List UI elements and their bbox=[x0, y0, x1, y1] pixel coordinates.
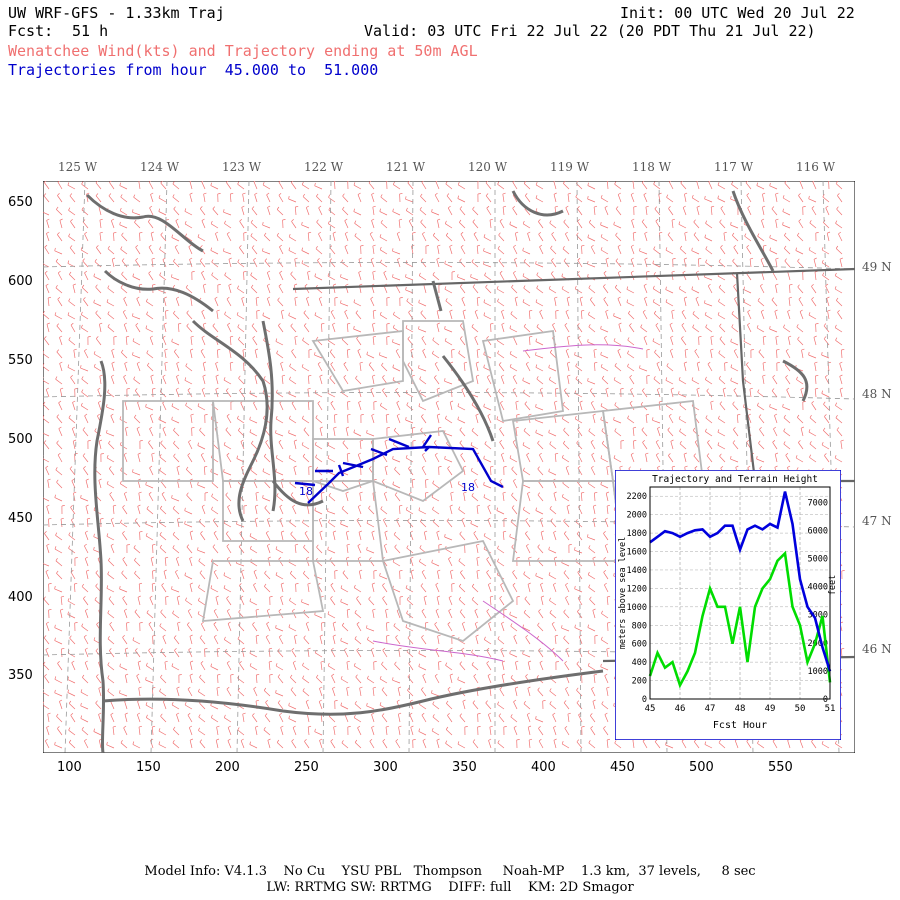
y-tick-label: 550 bbox=[8, 353, 33, 368]
inset-xlabel: Fcst Hour bbox=[713, 720, 767, 731]
x-tick-label: 200 bbox=[215, 760, 240, 775]
field-description: Wenatchee Wind(kts) and Trajectory endin… bbox=[8, 42, 478, 60]
lat-label: 46 N bbox=[862, 642, 892, 656]
x-tick-label: 500 bbox=[689, 760, 714, 775]
inset-y-tick-left: 600 bbox=[632, 640, 647, 650]
x-tick-label: 300 bbox=[373, 760, 398, 775]
lon-label: 121 W bbox=[386, 160, 426, 174]
inset-y-tick-right: 0 bbox=[823, 695, 828, 705]
inset-y-tick-left: 400 bbox=[632, 658, 647, 668]
lon-label: 125 W bbox=[58, 160, 98, 174]
inset-x-tick: 51 bbox=[825, 704, 836, 714]
inset-y-tick-left: 1800 bbox=[627, 529, 647, 539]
inset-x-tick: 49 bbox=[765, 704, 776, 714]
inset-y-tick-left: 1000 bbox=[627, 603, 647, 613]
inset-y-tick-left: 0 bbox=[642, 695, 647, 705]
lat-label: 47 N bbox=[862, 514, 892, 528]
trajectory-end-label: 18 bbox=[461, 481, 475, 494]
inset-x-tick: 45 bbox=[645, 704, 656, 714]
lon-label: 124 W bbox=[140, 160, 180, 174]
forecast-label: Fcst: bbox=[8, 22, 54, 40]
trajectory-terrain-chart: Trajectory and Terrain Height 45 46 47 48 49… bbox=[615, 470, 841, 740]
lat-label: 49 N bbox=[862, 260, 892, 274]
county-lines-purple bbox=[372, 344, 644, 662]
inset-y-tick-right: 3000 bbox=[808, 611, 828, 621]
x-tick-label: 100 bbox=[57, 760, 82, 775]
x-tick-label: 550 bbox=[768, 760, 793, 775]
forecast-hour: 51 h bbox=[72, 22, 109, 40]
y-tick-label: 400 bbox=[8, 590, 33, 605]
lat-label: 48 N bbox=[862, 387, 892, 401]
x-tick-label: 400 bbox=[531, 760, 556, 775]
inset-ticks: 45 46 47 48 49 50 5102004006008001000120014001… bbox=[627, 492, 836, 714]
y-tick-label: 600 bbox=[8, 274, 33, 289]
wind-trajectory-map: 18 18 bbox=[43, 181, 855, 753]
inset-y-tick-left: 1200 bbox=[627, 584, 647, 594]
model-physics: LW: RRTMG SW: RRTMG DIFF: full KM: 2D Sm… bbox=[266, 880, 634, 895]
lon-label: 122 W bbox=[304, 160, 344, 174]
lon-label: 117 W bbox=[714, 160, 754, 174]
inset-x-tick: 46 bbox=[675, 704, 686, 714]
inset-y-tick-right: 1000 bbox=[808, 667, 828, 677]
inset-y-tick-right: 2000 bbox=[808, 639, 828, 649]
x-tick-label: 150 bbox=[136, 760, 161, 775]
inset-y-tick-right: 4000 bbox=[808, 583, 828, 593]
x-tick-label: 250 bbox=[294, 760, 319, 775]
lon-label: 120 W bbox=[468, 160, 508, 174]
inset-ylabel-left: meters above sea level bbox=[618, 537, 628, 650]
x-tick-label: 450 bbox=[610, 760, 635, 775]
inset-y-tick-left: 2000 bbox=[627, 511, 647, 521]
inset-y-tick-right: 6000 bbox=[808, 526, 828, 536]
lon-label: 116 W bbox=[796, 160, 836, 174]
inset-y-tick-left: 200 bbox=[632, 677, 647, 687]
model-info: Model Info: V4.1.3 No Cu YSU PBL Thompso… bbox=[144, 864, 756, 879]
inset-y-tick-left: 2200 bbox=[627, 492, 647, 502]
inset-x-tick: 47 bbox=[705, 704, 716, 714]
inset-y-tick-left: 800 bbox=[632, 621, 647, 631]
inset-y-tick-right: 5000 bbox=[808, 555, 828, 565]
init-time: Init: 00 UTC Wed 20 Jul 22 bbox=[620, 4, 855, 22]
y-tick-label: 350 bbox=[8, 668, 33, 683]
coastline bbox=[85, 190, 809, 753]
terrain-height-series bbox=[648, 550, 832, 689]
y-tick-label: 500 bbox=[8, 432, 33, 447]
inset-y-tick-right: 7000 bbox=[808, 498, 828, 508]
inset-ylabel-right: feet bbox=[828, 575, 838, 595]
trajectory-range: Trajectories from hour 45.000 to 51.000 bbox=[8, 61, 379, 79]
county-boundaries bbox=[122, 320, 705, 643]
lon-label: 119 W bbox=[550, 160, 590, 174]
y-tick-label: 650 bbox=[8, 195, 33, 210]
inset-title: Trajectory and Terrain Height bbox=[652, 474, 818, 485]
lon-label: 118 W bbox=[632, 160, 672, 174]
inset-y-tick-left: 1600 bbox=[627, 548, 647, 558]
model-title: UW WRF-GFS - 1.33km Traj bbox=[8, 4, 225, 22]
x-tick-label: 350 bbox=[452, 760, 477, 775]
trajectory-height-series bbox=[649, 491, 832, 672]
y-tick-label: 450 bbox=[8, 511, 33, 526]
valid-time: Valid: 03 UTC Fri 22 Jul 22 (20 PDT Thu … bbox=[364, 22, 816, 40]
inset-x-tick: 50 bbox=[795, 704, 806, 714]
inset-x-tick: 48 bbox=[735, 704, 746, 714]
trajectory-start-label: 18 bbox=[299, 485, 313, 498]
inset-y-tick-left: 1400 bbox=[627, 566, 647, 576]
trajectory-path bbox=[294, 434, 504, 504]
lon-label: 123 W bbox=[222, 160, 262, 174]
